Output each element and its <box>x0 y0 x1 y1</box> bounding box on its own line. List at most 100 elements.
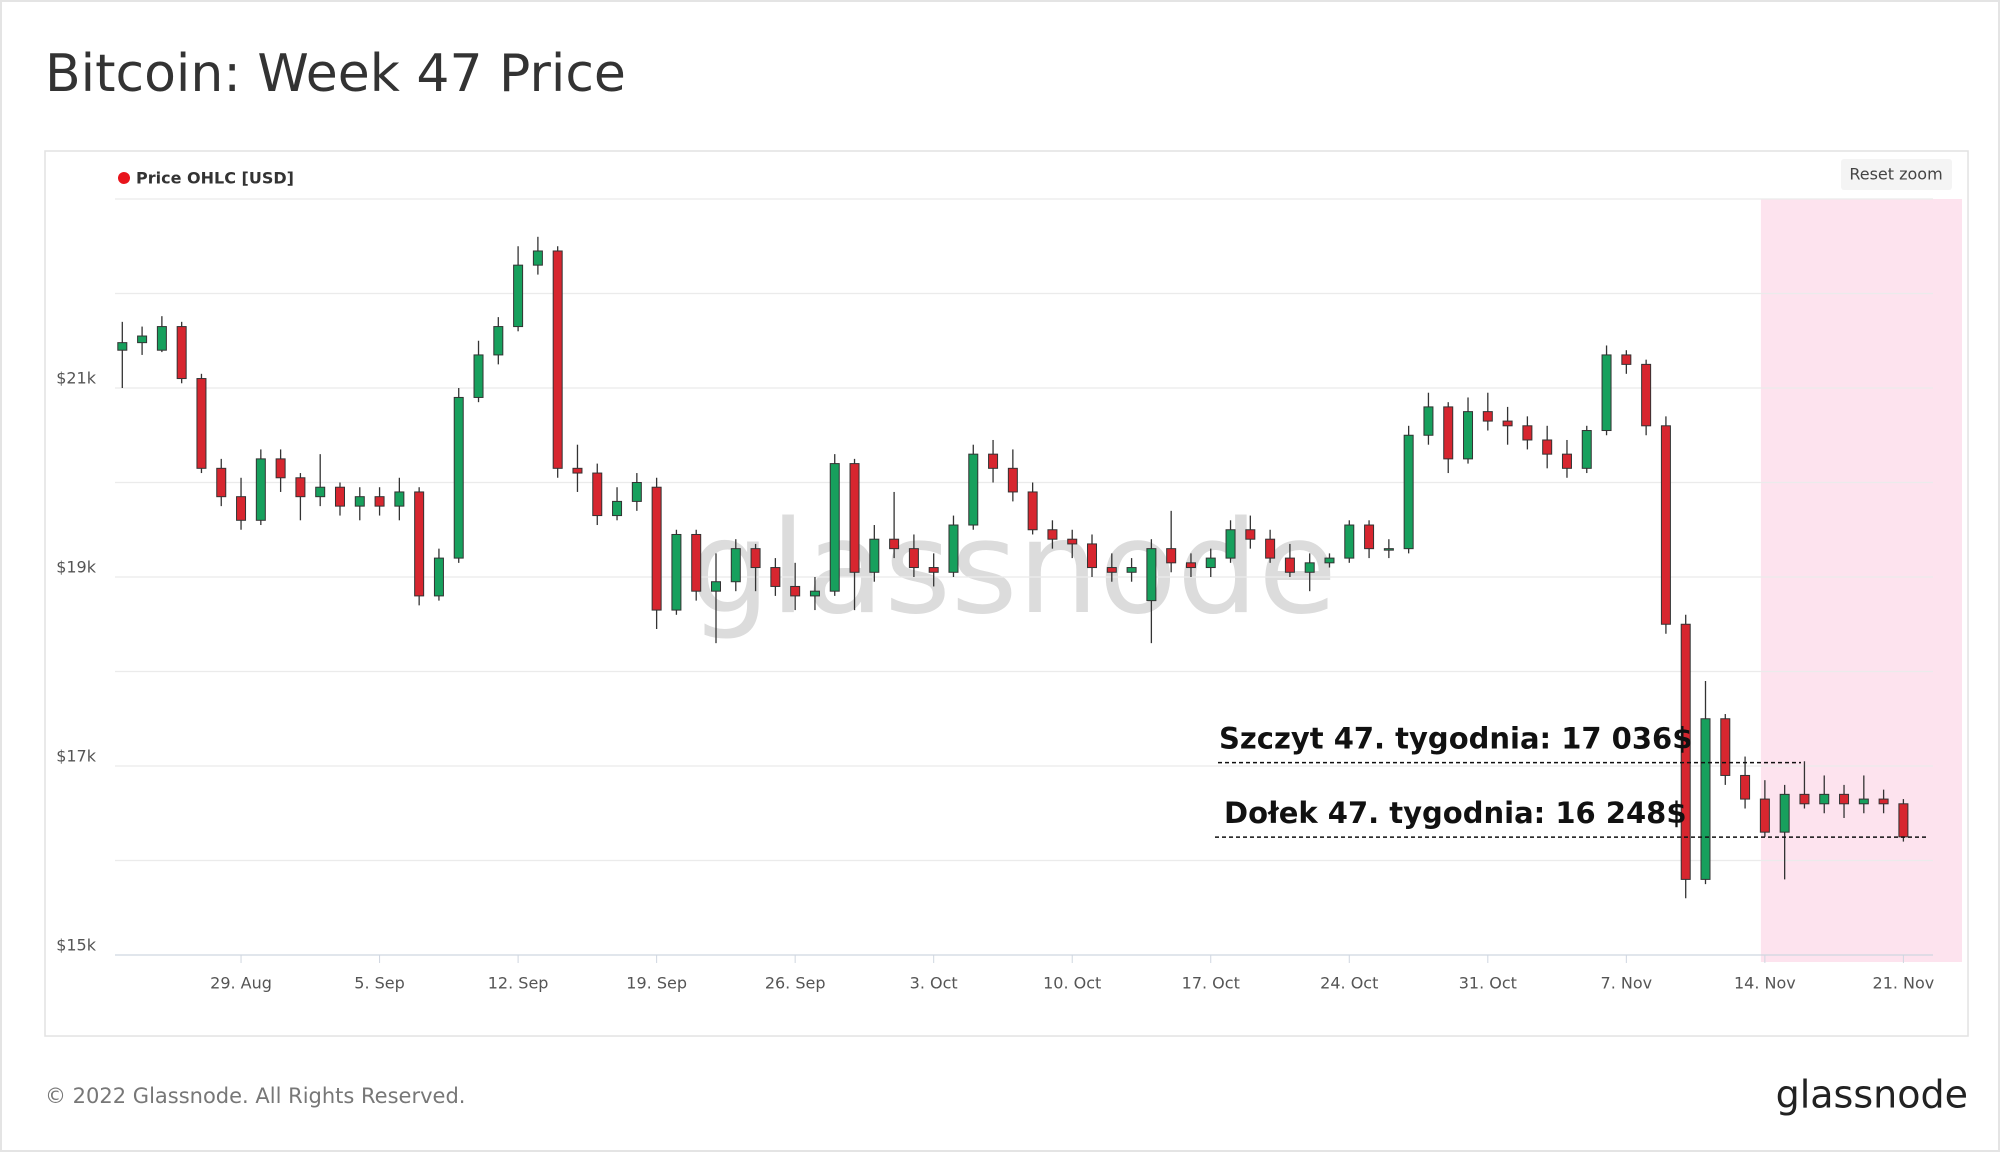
candle-body <box>1225 529 1236 559</box>
candle-body <box>1740 774 1751 800</box>
candle-body <box>612 500 623 517</box>
candle-body <box>869 538 880 573</box>
candle-body <box>334 486 345 507</box>
candle-body <box>1799 793 1810 805</box>
highlight-band <box>1760 199 1962 962</box>
candle-body <box>295 477 306 498</box>
candle-body <box>1166 548 1177 564</box>
candle-body <box>473 354 484 398</box>
y-tick-label: $15k <box>56 936 97 955</box>
candle-body <box>711 581 721 592</box>
candle-body <box>1344 524 1355 559</box>
candle-body <box>532 250 543 266</box>
candle-body <box>948 524 959 573</box>
candle-body <box>1463 411 1474 460</box>
candle-body <box>394 491 405 507</box>
legend-label: Price OHLC [USD] <box>136 169 294 188</box>
candle-body <box>1245 529 1256 540</box>
reset-zoom-button[interactable] <box>1841 159 1952 190</box>
candle-body <box>968 453 979 526</box>
annotation-text: Dołek 47. tygodnia: 16 248$ <box>1224 796 1687 830</box>
candle-body <box>1146 548 1157 602</box>
candle-body <box>1087 543 1098 569</box>
candle-body <box>1482 411 1493 422</box>
candle-body <box>1561 453 1572 469</box>
candle-body <box>1383 548 1394 551</box>
candle-body <box>1759 798 1770 833</box>
legend-marker <box>118 172 130 184</box>
watermark: glassnode <box>689 494 1337 643</box>
candle-body <box>1047 529 1058 540</box>
y-tick-label: $17k <box>56 747 97 766</box>
candle-body <box>1265 538 1276 559</box>
candle-body <box>1680 623 1691 880</box>
candle-body <box>1720 718 1731 776</box>
candle-body <box>1027 491 1038 531</box>
candle-body <box>928 567 939 573</box>
candle-body <box>493 326 504 356</box>
candle-body <box>552 250 563 469</box>
candle-body <box>572 467 583 474</box>
candle-body <box>1443 406 1454 460</box>
candle-body <box>1779 793 1790 833</box>
candle-body <box>453 396 464 559</box>
plot: $15k $17k $19k $21k 29. Aug 5. Sep 12. Sep 19. … <box>56 169 1962 993</box>
candle-body <box>1364 524 1375 550</box>
candle-body <box>255 458 266 521</box>
candle-body <box>1660 425 1671 625</box>
candle-body <box>770 567 781 587</box>
reset-zoom-label[interactable]: Reset zoom <box>1849 165 1942 184</box>
candle-body <box>1423 406 1434 436</box>
candle-body <box>750 548 761 569</box>
candle-body <box>513 264 524 328</box>
candle-body <box>592 472 603 517</box>
y-tick-label: $21k <box>56 369 97 388</box>
candle-body <box>236 496 247 521</box>
footer: © 2022 Glassnode. All Rights Reserved. <box>45 1084 465 1108</box>
candle-body <box>809 590 820 597</box>
candle-body <box>156 326 167 351</box>
candle-body <box>1205 557 1216 569</box>
candle-body <box>1067 538 1078 545</box>
candle-body <box>1284 557 1295 573</box>
candle-body <box>1106 567 1117 573</box>
candle-body <box>1819 793 1830 805</box>
candle-body <box>433 557 444 597</box>
candle-body <box>1522 425 1533 441</box>
candle-body <box>691 533 702 592</box>
y-tick-label: $19k <box>56 558 97 577</box>
logo: glassnode <box>1776 1073 1968 1117</box>
title: Bitcoin: Week 47 Price <box>45 44 626 104</box>
candle-body <box>1007 467 1018 493</box>
candle-body <box>1581 430 1592 469</box>
candle-body <box>730 548 741 583</box>
x-tick-label: 14. Nov <box>1734 974 1796 993</box>
candle-body <box>1324 557 1335 564</box>
x-tick-label: 3. Oct <box>910 974 958 993</box>
candle-body <box>374 496 385 507</box>
candle-body <box>889 538 900 550</box>
x-tick-label: 31. Oct <box>1459 974 1517 993</box>
candle-body <box>137 335 148 344</box>
candle-body <box>908 548 919 569</box>
candle-body <box>671 533 682 611</box>
candle-body <box>1839 793 1850 805</box>
candle-body <box>1858 798 1869 805</box>
x-tick-label: 19. Sep <box>626 974 687 993</box>
candle-body <box>651 486 662 611</box>
candle-body <box>354 496 365 507</box>
candle-body <box>1542 439 1553 455</box>
candle-body <box>1898 803 1909 838</box>
chart-frame <box>44 150 1969 1037</box>
candle-body <box>631 482 642 502</box>
x-tick-label: 21. Nov <box>1873 974 1935 993</box>
candle-body <box>849 463 860 573</box>
candle-body <box>1878 798 1889 805</box>
candle-body <box>988 453 999 469</box>
candle-body <box>196 378 207 469</box>
candle-body <box>1403 434 1414 550</box>
